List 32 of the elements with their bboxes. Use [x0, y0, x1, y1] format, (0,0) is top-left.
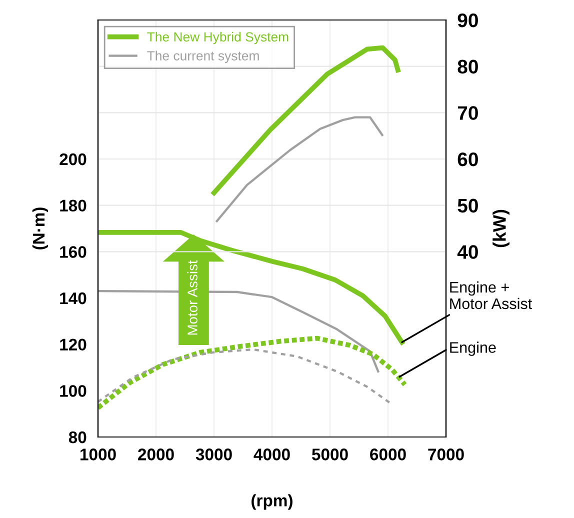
x-tick-label: 7000	[428, 448, 464, 460]
x-tick-label: 5000	[312, 448, 348, 460]
y2-tick-label: 70	[458, 106, 478, 120]
y2-tick-label: 40	[457, 245, 478, 259]
y2-axis-title: (kW)	[492, 210, 510, 248]
annotation: Engine	[450, 342, 496, 356]
line-series	[98, 230, 404, 345]
y-tick-label: 80	[68, 431, 86, 444]
y-tick-label: 100	[60, 385, 86, 397]
x-tick-label: 6000	[370, 448, 406, 460]
x-tick-label: 1000	[80, 448, 116, 460]
legend-label: The New Hybrid System	[147, 32, 288, 44]
legend-label: The current system	[147, 50, 259, 64]
y-tick-label: 160	[60, 246, 86, 258]
y2-tick-label: 80	[458, 60, 478, 74]
y-tick-label: 180	[60, 200, 86, 212]
x-axis-title: (rpm)	[252, 494, 292, 510]
y2-tick-label: 90	[458, 13, 478, 28]
y-tick-label: 120	[60, 338, 86, 351]
y-tick-label: 140	[60, 292, 86, 304]
y-axis-title: (N·m)	[32, 208, 48, 250]
x-tick-label: 2000	[138, 448, 174, 460]
y-tick-label: 200	[60, 153, 86, 166]
line-series	[216, 116, 384, 222]
x-tick-label: 4000	[254, 448, 290, 460]
line-series	[98, 336, 408, 410]
annotation: Engine + Motor Assist	[450, 281, 532, 310]
annotation: Motor Assist	[187, 260, 198, 335]
line-series	[98, 348, 391, 404]
x-tick-label: 3000	[196, 448, 232, 460]
y2-tick-label: 50	[458, 198, 478, 213]
y2-tick-label: 60	[458, 152, 478, 166]
